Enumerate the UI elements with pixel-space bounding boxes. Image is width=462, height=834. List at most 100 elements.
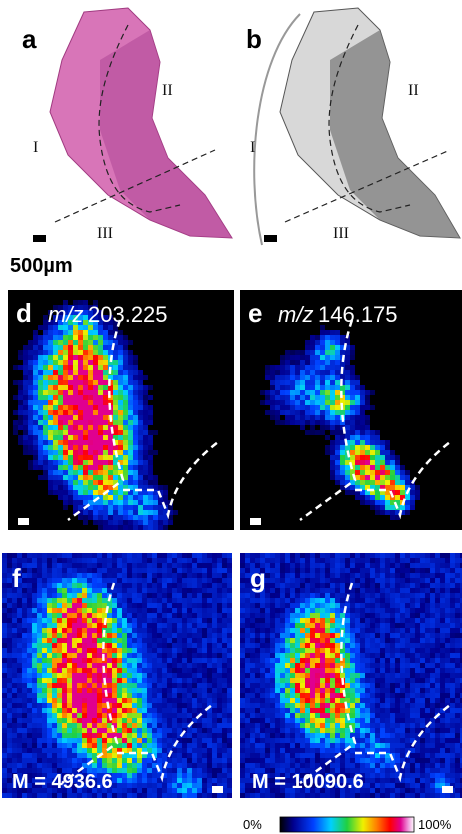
pixel: [108, 525, 113, 530]
pixel: [132, 613, 137, 618]
pixel: [113, 385, 118, 390]
pixel: [330, 415, 335, 420]
pixel: [167, 728, 172, 733]
pixel: [37, 588, 42, 593]
pixel: [112, 678, 117, 683]
pixel: [202, 663, 207, 668]
pixel: [420, 668, 425, 673]
pixel: [450, 573, 455, 578]
pixel: [380, 505, 385, 510]
pixel: [142, 568, 147, 573]
pixel: [350, 658, 355, 663]
pixel: [32, 723, 37, 728]
pixel: [320, 578, 325, 583]
pixel: [142, 603, 147, 608]
pixel: [77, 643, 82, 648]
pixel: [222, 768, 227, 773]
pixel: [182, 758, 187, 763]
pixel: [38, 430, 43, 435]
pixel: [143, 405, 148, 410]
pixel: [227, 628, 232, 633]
pixel: [275, 603, 280, 608]
pixel: [63, 330, 68, 335]
pixel: [197, 588, 202, 593]
pixel: [102, 578, 107, 583]
pixel: [68, 400, 73, 405]
pixel: [32, 583, 37, 588]
pixel: [207, 613, 212, 618]
pixel: [47, 658, 52, 663]
pixel: [87, 663, 92, 668]
pixel: [37, 608, 42, 613]
pixel: [270, 390, 275, 395]
pixel: [22, 753, 27, 758]
pixel: [330, 663, 335, 668]
pixel: [98, 490, 103, 495]
pixel: [53, 430, 58, 435]
pixel: [430, 603, 435, 608]
pixel: [107, 658, 112, 663]
pixel: [445, 673, 450, 678]
pixel: [88, 420, 93, 425]
pixel: [285, 350, 290, 355]
pixel: [138, 395, 143, 400]
pixel: [197, 648, 202, 653]
pixel: [212, 633, 217, 638]
pixel: [22, 578, 27, 583]
pixel: [380, 475, 385, 480]
pixel: [33, 460, 38, 465]
pixel: [207, 673, 212, 678]
pixel: [265, 668, 270, 673]
pixel: [67, 573, 72, 578]
pixel: [425, 658, 430, 663]
pixel: [202, 608, 207, 613]
pixel: [97, 688, 102, 693]
pixel: [217, 638, 222, 643]
pixel: [62, 703, 67, 708]
pixel: [68, 465, 73, 470]
pixel: [207, 773, 212, 778]
pixel: [415, 623, 420, 628]
pixel: [310, 355, 315, 360]
pixel: [92, 683, 97, 688]
pixel: [360, 500, 365, 505]
pixel: [167, 673, 172, 678]
pixel: [27, 623, 32, 628]
pixel: [360, 643, 365, 648]
pixel: [123, 520, 128, 525]
pixel: [58, 340, 63, 345]
pixel: [93, 450, 98, 455]
scale-bar: [212, 786, 223, 793]
pixel: [192, 583, 197, 588]
pixel: [340, 588, 345, 593]
pixel: [172, 783, 177, 788]
pixel: [53, 345, 58, 350]
pixel: [112, 563, 117, 568]
pixel: [57, 553, 62, 558]
pixel: [128, 380, 133, 385]
pixel: [375, 573, 380, 578]
pixel: [217, 778, 222, 783]
pixel: [147, 618, 152, 623]
pixel: [167, 743, 172, 748]
pixel: [380, 673, 385, 678]
pixel: [385, 460, 390, 465]
pixel: [52, 553, 57, 558]
pixel: [87, 608, 92, 613]
pixel: [127, 778, 132, 783]
pixel: [275, 375, 280, 380]
pixel: [310, 583, 315, 588]
pixel: [38, 455, 43, 460]
pixel: [197, 668, 202, 673]
pixel: [133, 510, 138, 515]
pixel: [400, 490, 405, 495]
pixel: [385, 663, 390, 668]
pixel: [212, 748, 217, 753]
pixel: [207, 563, 212, 568]
pixel: [98, 520, 103, 525]
pixel: [182, 793, 187, 798]
pixel: [197, 658, 202, 663]
pixel: [187, 693, 192, 698]
pixel: [330, 425, 335, 430]
pixel: [455, 663, 460, 668]
